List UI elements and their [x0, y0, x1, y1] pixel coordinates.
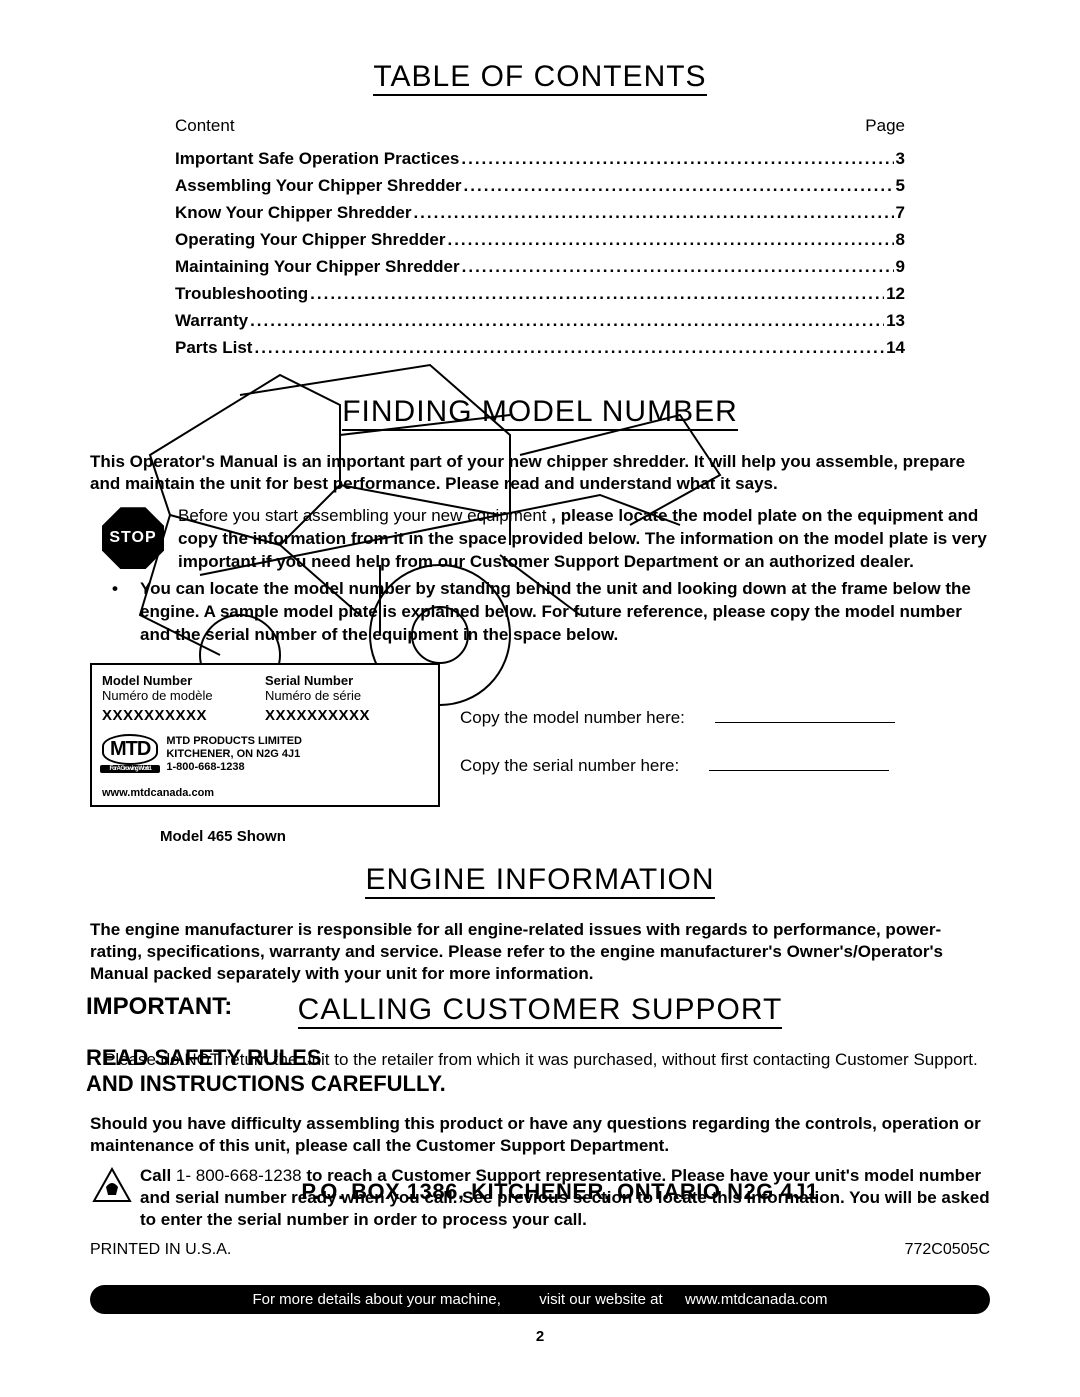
toc-page: 13 [886, 311, 905, 331]
po-box-overlay: P.O. BOX 1386, KITCHENER, ONTARIO N2G 4J… [170, 1179, 950, 1205]
model-block: STOP Before you start assembling your ne… [90, 505, 990, 853]
toc-row: Troubleshooting 12 [175, 284, 905, 304]
footer-pre: For more details about your machine, [252, 1291, 500, 1308]
toc-row: Operating Your Chipper Shredder 8 [175, 230, 905, 250]
plate-model-en: Model Number [102, 673, 265, 688]
engine-paragraph: The engine manufacturer is responsible f… [90, 919, 990, 985]
toc-dots [462, 257, 894, 277]
toc-row: Important Safe Operation Practices 3 [175, 149, 905, 169]
model-plate: Model Number Numéro de modèle XXXXXXXXXX… [90, 663, 440, 807]
plate-website: www.mtdcanada.com [102, 787, 428, 799]
footer-bar: For more details about your machine, vis… [90, 1285, 990, 1314]
toc-dots [447, 230, 893, 250]
calling-p1: Please do NOT return the unit to the ret… [90, 1049, 990, 1071]
call-block: Call 1- 800-668-1238 to reach a Customer… [90, 1165, 990, 1245]
footer-mid: visit our website at [539, 1291, 662, 1308]
toc-row: Assembling Your Chipper Shredder 5 [175, 176, 905, 196]
plate-serial-x: XXXXXXXXXX [265, 707, 428, 724]
plate-serial-fr: Numéro de série [265, 688, 428, 703]
toc-header-right: Page [865, 116, 905, 136]
toc-label: Assembling Your Chipper Shredder [175, 176, 462, 196]
toc-label: Important Safe Operation Practices [175, 149, 459, 169]
copy-lines: Copy the model number here: Copy the ser… [460, 708, 895, 804]
phone-icon [90, 1165, 134, 1209]
toc-dots [310, 284, 884, 304]
toc-header: Content Page [90, 116, 990, 142]
plate-model-fr: Numéro de modèle [102, 688, 265, 703]
printed-label: PRINTED IN U.S.A. [90, 1241, 231, 1259]
stop-sign-icon: STOP [102, 507, 164, 569]
toc-page: 14 [886, 338, 905, 358]
toc-row: Maintaining Your Chipper Shredder 9 [175, 257, 905, 277]
heading-engine: ENGINE INFORMATION [90, 863, 990, 899]
calling-p2: Should you have difficulty assembling th… [90, 1113, 990, 1157]
copy-serial-blank [709, 770, 889, 771]
toc-page: 12 [886, 284, 905, 304]
plate-address: MTD PRODUCTS LIMITED KITCHENER, ON N2G 4… [166, 735, 302, 775]
plate-serial-en: Serial Number [265, 673, 428, 688]
chipper-illustration [80, 315, 760, 715]
toc-page: 3 [896, 149, 905, 169]
page-number: 2 [90, 1328, 990, 1345]
calling-section: IMPORTANT: CALLING CUSTOMER SUPPORT READ… [90, 993, 990, 1265]
toc-header-left: Content [175, 116, 235, 136]
model-shown-caption: Model 465 Shown [160, 828, 286, 845]
read-rules-line2: AND INSTRUCTIONS CAREFULLY. [86, 1071, 446, 1097]
toc-label: Operating Your Chipper Shredder [175, 230, 445, 250]
toc-page: 7 [896, 203, 905, 223]
doc-number: 772C0505C [905, 1241, 990, 1259]
toc-page: 8 [896, 230, 905, 250]
toc-page: 5 [896, 176, 905, 196]
plate-area: Model Number Numéro de modèle XXXXXXXXXX… [90, 663, 990, 853]
plate-model-x: XXXXXXXXXX [102, 707, 265, 724]
toc-label: Know Your Chipper Shredder [175, 203, 411, 223]
copy-model-blank [715, 722, 895, 723]
copy-model-label: Copy the model number here: [460, 708, 685, 728]
copy-serial-label: Copy the serial number here: [460, 756, 679, 776]
stop-label: STOP [102, 507, 164, 569]
heading-toc: TABLE OF CONTENTS [90, 60, 990, 96]
toc-dots [464, 176, 894, 196]
mtd-logo-icon: MTD For A Growing World. [102, 734, 158, 765]
toc-page: 9 [896, 257, 905, 277]
toc-label: Maintaining Your Chipper Shredder [175, 257, 460, 277]
toc-dots [461, 149, 893, 169]
important-label: IMPORTANT: [86, 993, 232, 1021]
mtd-tagline: For A Growing World. [100, 765, 160, 773]
toc-row: Know Your Chipper Shredder 7 [175, 203, 905, 223]
footer-url: www.mtdcanada.com [685, 1291, 828, 1308]
toc-label: Troubleshooting [175, 284, 308, 304]
toc-dots [413, 203, 893, 223]
